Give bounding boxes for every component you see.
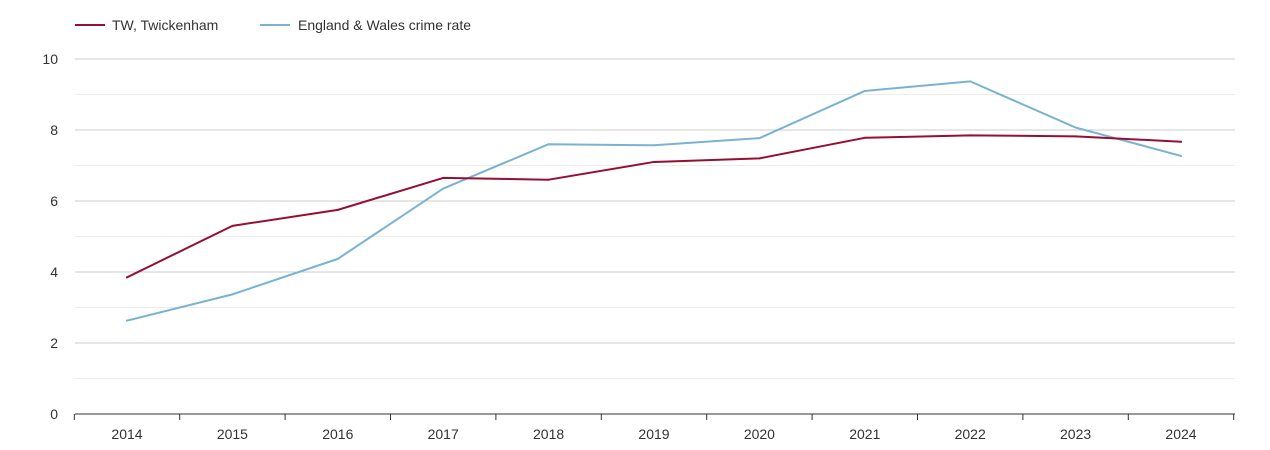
data-point-england-wales[interactable] [547,143,550,146]
data-point-england-wales[interactable] [1074,126,1077,129]
y-tick-label: 10 [42,51,58,67]
data-point-twickenham[interactable] [653,160,655,163]
data-point-england-wales[interactable] [653,144,655,147]
data-point-england-wales[interactable] [758,137,761,140]
data-point-twickenham[interactable] [1074,135,1077,138]
legend-label-twickenham: TW, Twickenham [112,17,218,33]
x-tick-label: 2016 [322,426,353,442]
data-point-england-wales[interactable] [442,187,445,190]
x-axis: 2014 2015 2016 2017 2018 2019 2020 2021 2022 2023… [73,413,1235,442]
data-point-twickenham[interactable] [547,178,550,181]
data-point-england-wales[interactable] [863,89,866,92]
data-point-twickenham[interactable] [336,208,339,211]
legend-label-england-wales: England & Wales crime rate [298,17,471,33]
data-point-england-wales[interactable] [126,319,128,322]
x-tick-label: 2021 [849,426,880,442]
y-tick-label: 6 [50,193,58,209]
legend-item-england-wales[interactable]: England & Wales crime rate [260,17,471,33]
x-tick-label: 2019 [638,426,669,442]
data-point-twickenham[interactable] [863,136,866,139]
x-tick-label: 2023 [1060,426,1091,442]
data-point-england-wales[interactable] [336,257,339,260]
x-tick-label: 2018 [533,426,564,442]
x-tick-label: 2015 [217,426,248,442]
y-tick-label: 4 [50,264,58,280]
x-tick-label: 2017 [428,426,459,442]
data-point-england-wales[interactable] [231,293,234,296]
data-point-twickenham[interactable] [126,276,128,279]
gridlines [75,58,1235,379]
y-tick-label: 8 [50,122,58,138]
data-point-twickenham[interactable] [1180,140,1182,143]
y-tick-label: 2 [50,335,58,351]
x-tick-label: 2014 [111,426,142,442]
y-tick-label: 0 [50,406,58,422]
series-lines [126,80,1182,322]
data-point-twickenham[interactable] [231,224,234,227]
y-axis: 0 2 4 6 8 10 [42,51,58,422]
x-tick-label: 2020 [744,426,775,442]
legend: TW, Twickenham England & Wales crime rat… [75,17,471,33]
data-point-twickenham[interactable] [969,134,972,137]
x-tick-label: 2024 [1165,426,1196,442]
data-point-england-wales[interactable] [969,80,972,83]
series-line-twickenham[interactable] [126,134,1182,279]
data-point-england-wales[interactable] [1180,154,1182,157]
data-point-twickenham[interactable] [442,176,445,179]
x-tick-label: 2022 [955,426,986,442]
legend-item-twickenham[interactable]: TW, Twickenham [75,17,218,33]
data-point-twickenham[interactable] [758,157,761,160]
